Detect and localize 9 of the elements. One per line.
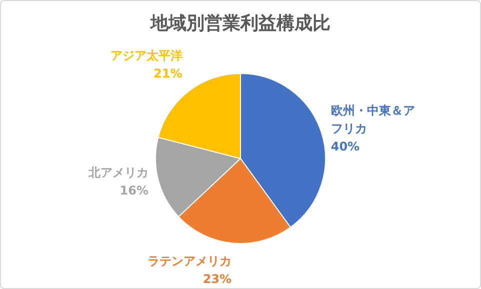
slice-label: ラテンアメリカ [148,254,232,268]
slice-label: 欧州・中東＆アフリカ [330,103,415,136]
slice-label: 北アメリカ [87,165,148,180]
slice-label: アジア太平洋 [110,48,182,63]
data-label: 21% [154,66,182,81]
data-label: 16% [120,183,148,198]
data-label: 40% [330,139,360,154]
data-label: 23% [202,272,232,286]
chart-title: 地域別営業利益構成比 [149,12,332,35]
